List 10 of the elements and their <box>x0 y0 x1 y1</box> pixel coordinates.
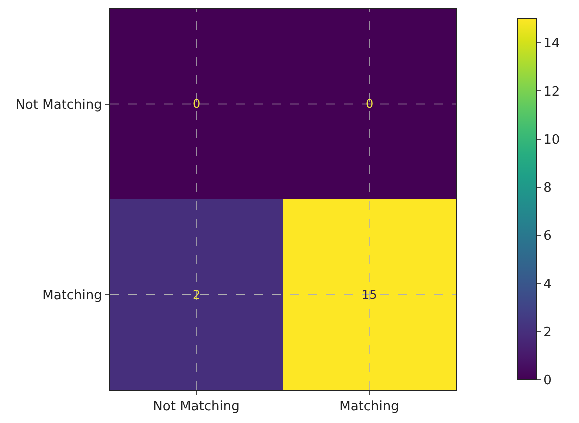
color-bar-label: 12 <box>544 84 560 100</box>
data-label: 0 <box>193 97 201 111</box>
color-bar-label: 8 <box>544 181 552 196</box>
color-bar-label: 10 <box>544 132 560 148</box>
color-bar-label: 6 <box>544 229 552 244</box>
color-bar-label: 0 <box>544 374 552 389</box>
color-bar-label: 4 <box>544 277 552 292</box>
color-bar-label: 2 <box>544 325 552 340</box>
data-label: 15 <box>362 288 378 302</box>
color-bar-label: 14 <box>544 36 560 52</box>
